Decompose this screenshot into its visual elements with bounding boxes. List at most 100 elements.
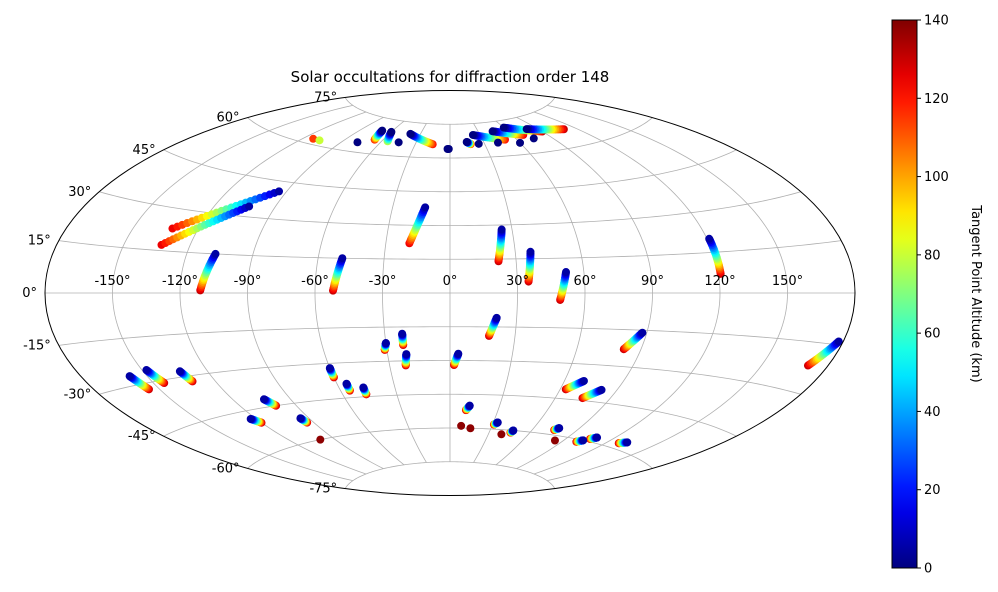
data-point <box>555 424 564 433</box>
data-point <box>353 138 362 147</box>
data-point <box>834 337 843 346</box>
meridian-gridline <box>473 123 518 463</box>
data-point <box>597 385 606 394</box>
lon-tick-label: 0° <box>443 274 458 289</box>
data-point <box>579 436 588 445</box>
data-point <box>381 339 390 348</box>
parallel-gridline <box>344 97 556 125</box>
lat-tick-label: 60° <box>216 111 239 126</box>
data-point <box>623 438 632 447</box>
lat-tick-label: 15° <box>28 234 51 249</box>
data-point <box>315 136 324 145</box>
data-point <box>175 367 184 376</box>
meridian-gridline <box>516 116 653 470</box>
lon-tick-label: -120° <box>162 274 198 289</box>
map-outline <box>44 90 856 496</box>
data-point <box>296 414 305 423</box>
data-point <box>468 130 477 139</box>
colorbar-tick-label: 140 <box>924 14 949 29</box>
colorbar-label: Tangent Point Altitude (km) <box>968 204 983 382</box>
lon-tick-label: 30° <box>506 274 529 289</box>
data-point <box>488 127 497 136</box>
data-point <box>493 138 502 147</box>
data-point <box>465 401 474 410</box>
lat-tick-label: -30° <box>64 387 92 402</box>
data-point <box>275 187 284 196</box>
data-point <box>638 328 647 337</box>
lat-tick-label: 0° <box>22 286 37 301</box>
colorbar-tick-label: 120 <box>924 92 949 107</box>
axis-ticks: -150° -120° -90° -60° -30° 0° 30° 60° 90° 120° 150… <box>22 90 803 496</box>
meridian-gridline <box>112 104 353 482</box>
lat-tick-label: 30° <box>68 185 91 200</box>
data-point <box>579 376 588 385</box>
parallel-gridline <box>344 461 556 489</box>
data-point <box>259 395 268 404</box>
data-point <box>338 254 347 263</box>
data-point <box>398 329 407 338</box>
data-point <box>378 126 387 135</box>
colorbar-tick-label: 100 <box>924 170 949 185</box>
lon-tick-label: 150° <box>772 274 803 289</box>
colorbar-tick-label: 20 <box>924 483 941 498</box>
lat-tick-label: -75° <box>309 482 337 497</box>
data-point <box>394 138 403 147</box>
meridian-gridline <box>495 120 586 466</box>
lat-tick-label: -45° <box>128 429 156 444</box>
data-point <box>443 145 452 153</box>
data-point <box>516 138 525 147</box>
meridian-gridline <box>533 111 721 475</box>
lat-tick-label: 45° <box>133 143 156 158</box>
data-point <box>493 418 502 427</box>
colorbar-tick-label: 40 <box>924 405 941 420</box>
data-point <box>562 268 571 277</box>
data-point <box>211 249 220 258</box>
data-point <box>474 139 483 148</box>
data-point <box>457 421 466 430</box>
data-point <box>492 313 501 322</box>
lon-tick-label: -30° <box>369 274 397 289</box>
lon-tick-label: 120° <box>704 274 735 289</box>
data-point <box>309 134 318 143</box>
data-point <box>125 372 134 381</box>
data-point <box>406 129 415 138</box>
lon-tick-label: -150° <box>94 274 130 289</box>
data-point <box>342 379 351 388</box>
lat-tick-label: -60° <box>212 461 240 476</box>
colorbar <box>891 19 918 569</box>
data-point <box>497 225 506 234</box>
data-point <box>316 435 325 444</box>
data-point <box>246 414 255 423</box>
lon-tick-label: -60° <box>301 274 329 289</box>
meridian-gridline <box>247 116 384 470</box>
data-point <box>142 366 151 375</box>
meridian-gridline <box>314 120 405 466</box>
data-point <box>499 123 508 132</box>
colorbar-ticks: 0 20 40 60 80 100 120 140 <box>917 14 949 577</box>
meridian-gridline <box>547 104 788 482</box>
lon-tick-label: 60° <box>573 274 596 289</box>
data-points <box>125 123 843 448</box>
data-point <box>387 127 396 136</box>
colorbar-tick-label: 0 <box>924 562 932 577</box>
map-grid <box>45 97 855 489</box>
data-point <box>462 138 471 147</box>
data-point <box>359 383 368 392</box>
lon-tick-label: 90° <box>641 274 664 289</box>
chart-title: Solar occultations for diffraction order… <box>291 68 610 86</box>
data-point <box>522 125 531 134</box>
data-point <box>245 202 254 211</box>
data-point <box>526 247 535 256</box>
meridian-gridline <box>382 123 427 463</box>
data-point <box>550 436 559 445</box>
lat-tick-label: -15° <box>23 338 51 353</box>
colorbar-tick-label: 60 <box>924 327 941 342</box>
lat-tick-label: 75° <box>314 90 337 105</box>
data-point <box>466 424 475 433</box>
data-point <box>509 426 518 435</box>
data-point <box>421 203 430 212</box>
data-point <box>325 364 334 373</box>
data-point <box>454 349 463 358</box>
lon-tick-label: -90° <box>234 274 262 289</box>
